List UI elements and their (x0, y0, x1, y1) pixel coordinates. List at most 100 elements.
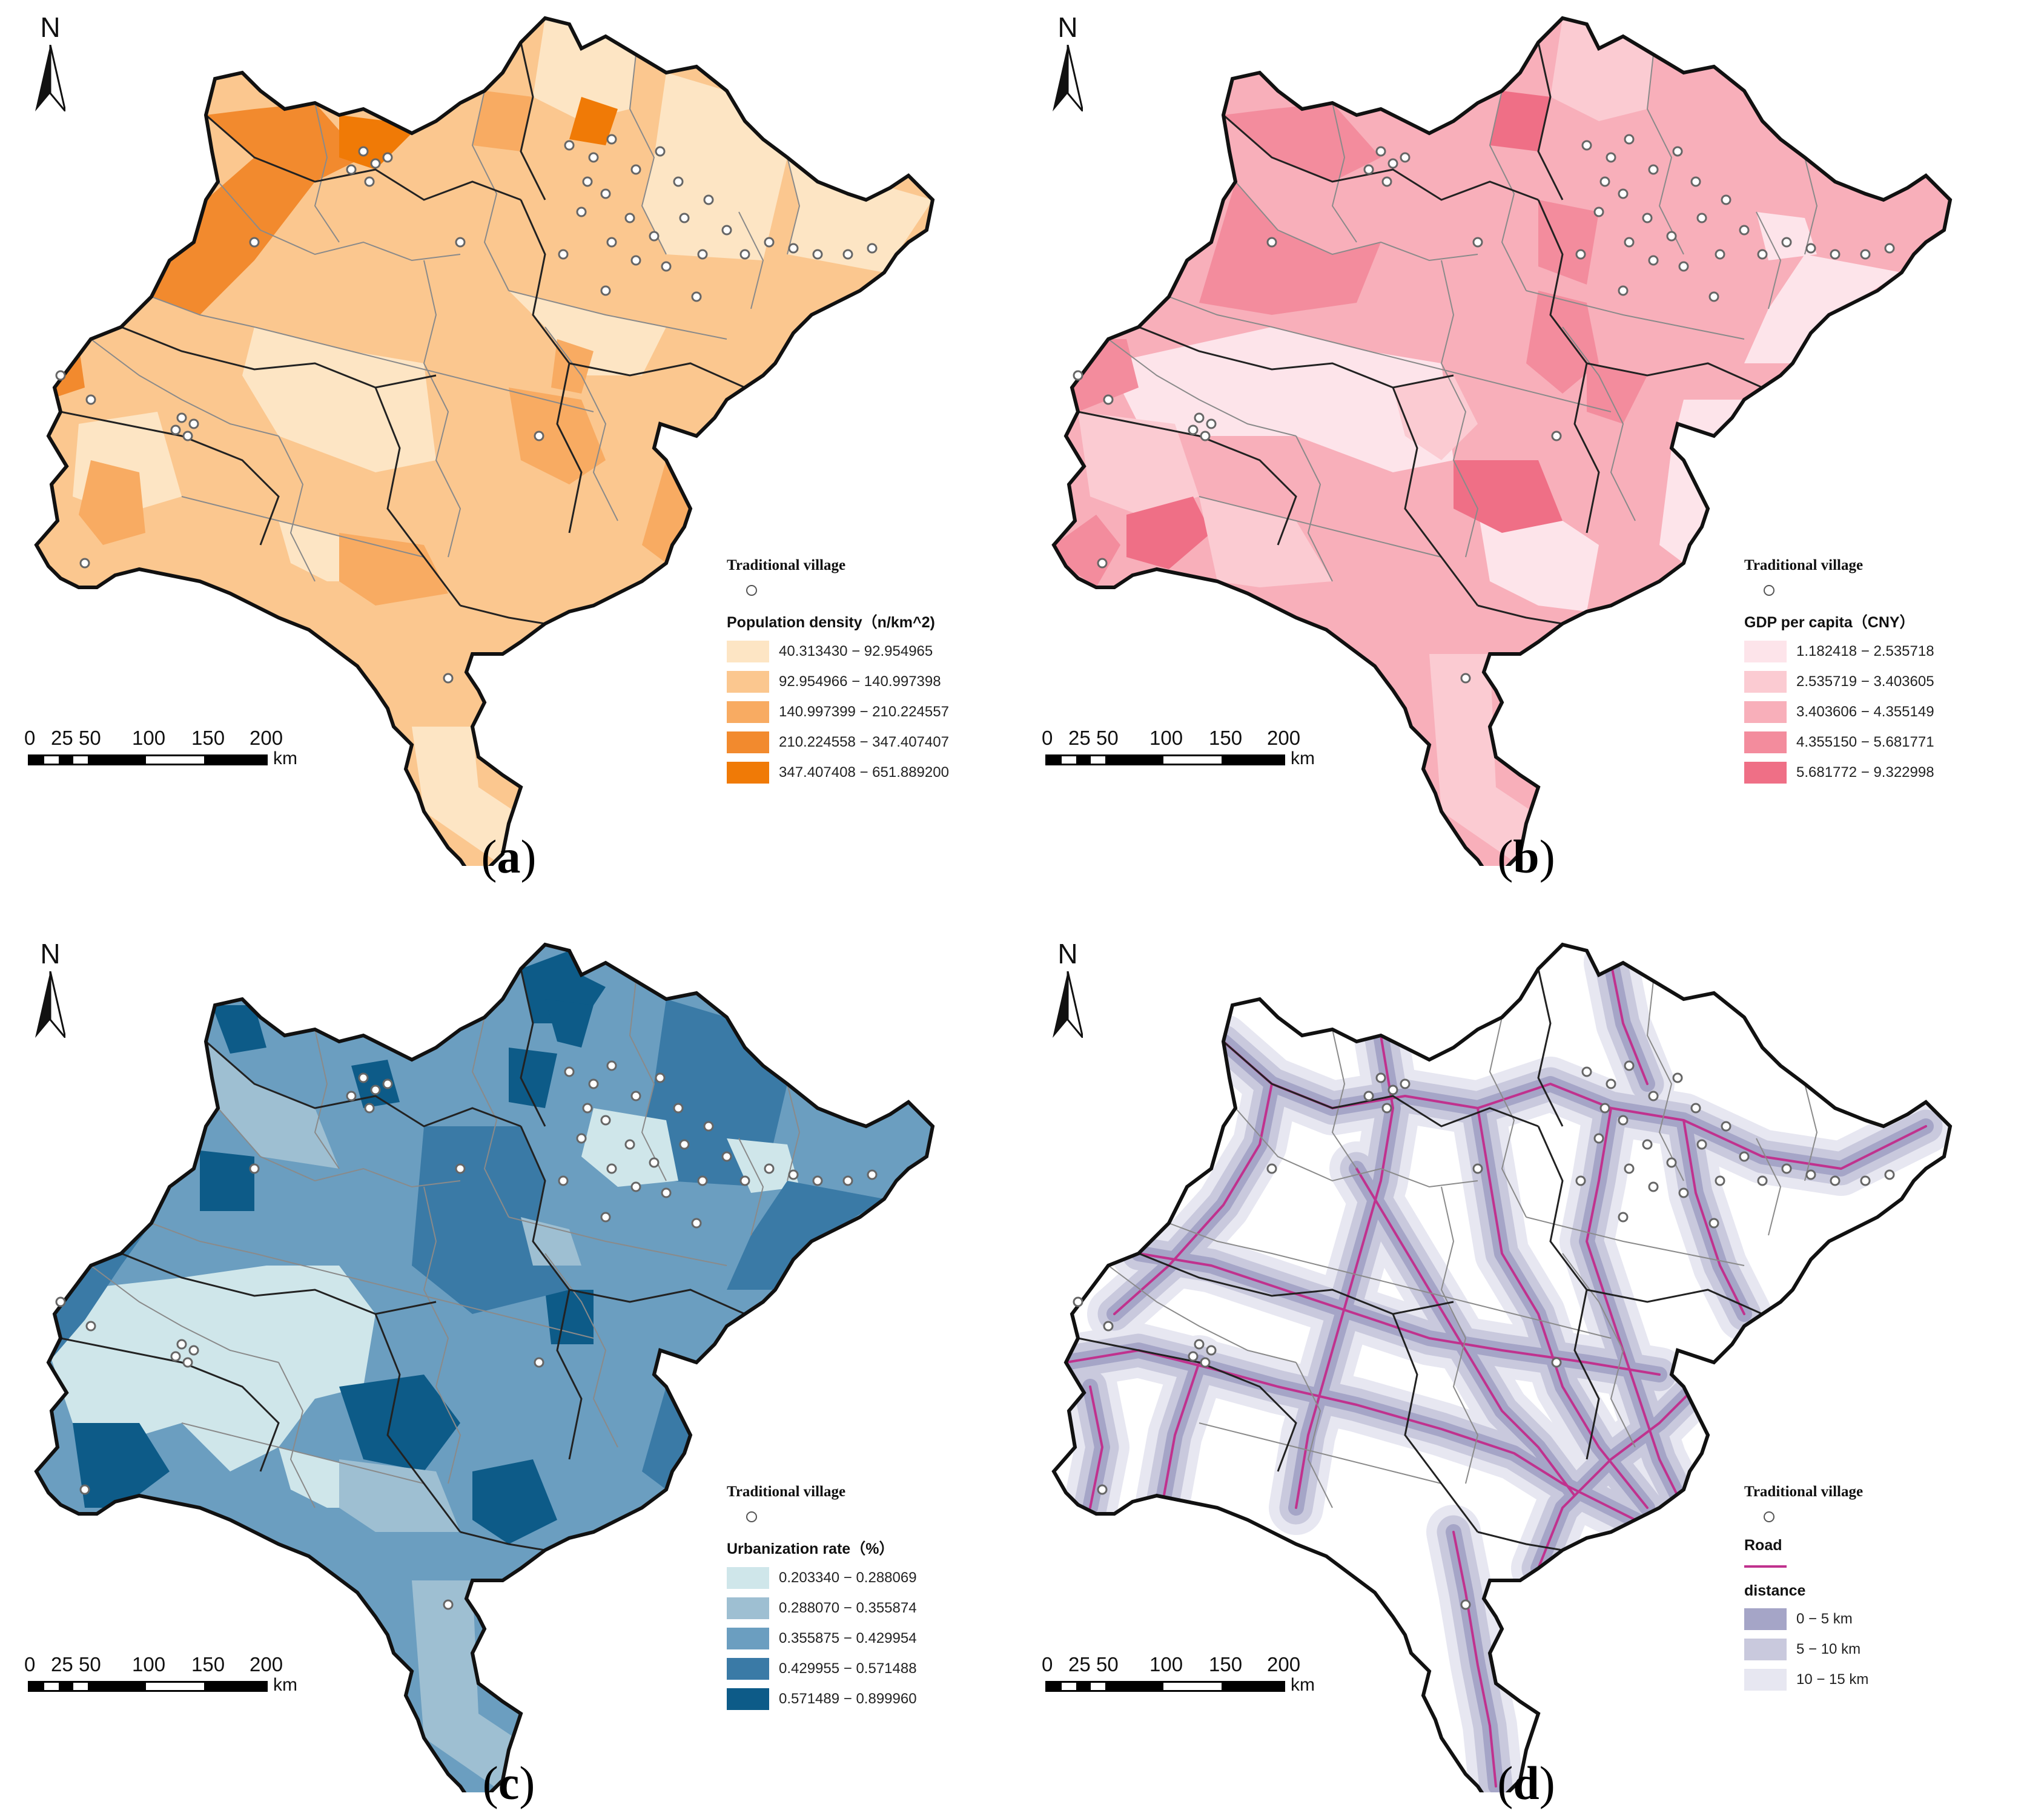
panel-a: N 0 25 50 100 150 200 km Traditional vil… (0, 0, 1017, 866)
legend-label: 1.182418 − 2.535718 (1796, 643, 1934, 659)
scale-bar-graphic (1045, 1681, 1285, 1692)
north-arrow-icon (1053, 971, 1083, 1038)
scale-tick: 0 (1042, 1653, 1053, 1675)
legend-swatch (727, 731, 769, 753)
panel-b: N 0 25 50 100 150 200 km Traditional vil… (1017, 0, 2035, 866)
scale-tick: 150 (1209, 1653, 1243, 1675)
scale-unit: km (1291, 748, 1315, 768)
scale-bar-graphic (1045, 754, 1285, 765)
legend-item: 0.429955 − 0.571488 (727, 1658, 993, 1680)
village-dots-c (55, 1060, 878, 1610)
legend-swatch (727, 762, 769, 784)
legend-item: 0.288070 − 0.355874 (727, 1597, 993, 1619)
scale-bar-graphic (28, 1681, 268, 1692)
scale-unit: km (273, 1675, 297, 1695)
legend-swatch (727, 1628, 769, 1649)
legend-item: 10 − 15 km (1744, 1669, 2011, 1691)
scale-tick: 100 (1149, 1653, 1183, 1675)
village-legend-label: Traditional village (1744, 1484, 1864, 1500)
north-label: N (1057, 12, 1078, 43)
legend-swatch (727, 1597, 769, 1619)
legend-a: Traditional village Population density（n… (727, 557, 993, 784)
scale-tick: 25 (1068, 727, 1091, 749)
legend-swatch (727, 1567, 769, 1589)
legend-label: 0.571489 − 0.899960 (779, 1691, 917, 1707)
legend-label: 210.224558 − 347.407407 (779, 734, 949, 750)
panel-c: N 0 25 50 100 150 200 km Traditional vil… (0, 926, 1017, 1792)
scale-tick: 50 (1096, 727, 1119, 749)
legend-label: 10 − 15 km (1796, 1671, 1869, 1688)
scale-tick: 25 (51, 727, 73, 749)
north-arrow-icon (35, 45, 65, 111)
scale-tick: 100 (132, 1653, 166, 1675)
legend-swatch (1744, 1608, 1787, 1630)
village-legend-label: Traditional village (727, 1484, 846, 1500)
village-dots-d (1073, 1060, 1895, 1610)
scale-tick: 200 (1267, 727, 1301, 749)
legend-title: Population density（n/km^2) (727, 614, 935, 631)
village-legend-label: Traditional village (1744, 557, 1864, 573)
scale-tick: 25 (51, 1653, 73, 1675)
village-legend-label: Traditional village (727, 557, 846, 573)
panel-d: N 0 25 50 100 150 200 km Traditional vil… (1017, 926, 2035, 1792)
village-circle-icon (746, 1511, 757, 1522)
legend-swatch (1744, 762, 1787, 784)
legend-b: Traditional village GDP per capita（CNY） … (1744, 557, 2011, 784)
scale-tick: 0 (1042, 727, 1053, 749)
legend-swatch (727, 671, 769, 693)
legend-swatch (1744, 641, 1787, 662)
scale-tick: 50 (1096, 1653, 1119, 1675)
legend-label: 0.288070 − 0.355874 (779, 1600, 917, 1616)
scale-bar: 0 25 50 100 150 200 km (1042, 1653, 1324, 1708)
legend-label: 0.203340 − 0.288069 (779, 1570, 917, 1586)
legend-item: 4.355150 − 5.681771 (1744, 731, 2011, 753)
legend-label: 347.407408 − 651.889200 (779, 764, 949, 781)
legend-label: 0.429955 − 0.571488 (779, 1660, 917, 1677)
legend-label: 4.355150 − 5.681771 (1796, 734, 1934, 750)
scale-tick: 150 (191, 1653, 225, 1675)
legend-label: 5 − 10 km (1796, 1641, 1861, 1657)
legend-swatch (1744, 1639, 1787, 1660)
village-circle-icon (746, 585, 757, 596)
legend-item: 0.203340 − 0.288069 (727, 1567, 993, 1589)
legend-item: 2.535719 − 3.403605 (1744, 671, 2011, 693)
legend-swatch (1744, 1669, 1787, 1691)
legend-label: 3.403606 − 4.355149 (1796, 704, 1934, 720)
legend-label: 92.954966 − 140.997398 (779, 673, 941, 690)
legend-title: GDP per capita（CNY） (1744, 614, 1915, 631)
legend-title: Urbanization rate（%） (727, 1540, 895, 1557)
north-arrow: N (23, 11, 78, 114)
village-dots-a (55, 134, 878, 684)
north-label: N (1057, 938, 1078, 969)
scale-tick: 150 (191, 727, 225, 749)
caption-c: (c) (482, 1757, 535, 1809)
road-legend-label: Road (1744, 1537, 1782, 1554)
legend-item: 140.997399 − 210.224557 (727, 701, 993, 723)
legend-c: Traditional village Urbanization rate（%）… (727, 1484, 993, 1710)
legend-swatch (727, 1688, 769, 1710)
scale-unit: km (1291, 1675, 1315, 1695)
north-label: N (40, 938, 61, 969)
legend-swatch (1744, 671, 1787, 693)
legend-item: 92.954966 − 140.997398 (727, 671, 993, 693)
village-dots-b (1073, 134, 1895, 684)
legend-item: 40.313430 − 92.954965 (727, 641, 993, 662)
map-b (1017, 0, 2035, 866)
north-label: N (40, 12, 61, 43)
legend-title: distance (1744, 1582, 1806, 1599)
legend-item: 347.407408 − 651.889200 (727, 762, 993, 784)
legend-item: 5.681772 − 9.322998 (1744, 762, 2011, 784)
legend-label: 0 − 5 km (1796, 1611, 1853, 1627)
legend-swatch (727, 701, 769, 723)
legend-item: 210.224558 − 347.407407 (727, 731, 993, 753)
village-circle-icon (1764, 585, 1774, 596)
scale-tick: 0 (24, 1653, 36, 1675)
legend-d: Traditional village Road distance 0 − 5 … (1744, 1484, 2011, 1691)
legend-swatch (727, 1658, 769, 1680)
north-arrow-icon (35, 971, 65, 1038)
map-c (0, 926, 1017, 1792)
scale-tick: 200 (250, 1653, 283, 1675)
scale-bar: 0 25 50 100 150 200 km (24, 727, 306, 781)
legend-item: 0.571489 − 0.899960 (727, 1688, 993, 1710)
north-arrow: N (1040, 11, 1095, 114)
